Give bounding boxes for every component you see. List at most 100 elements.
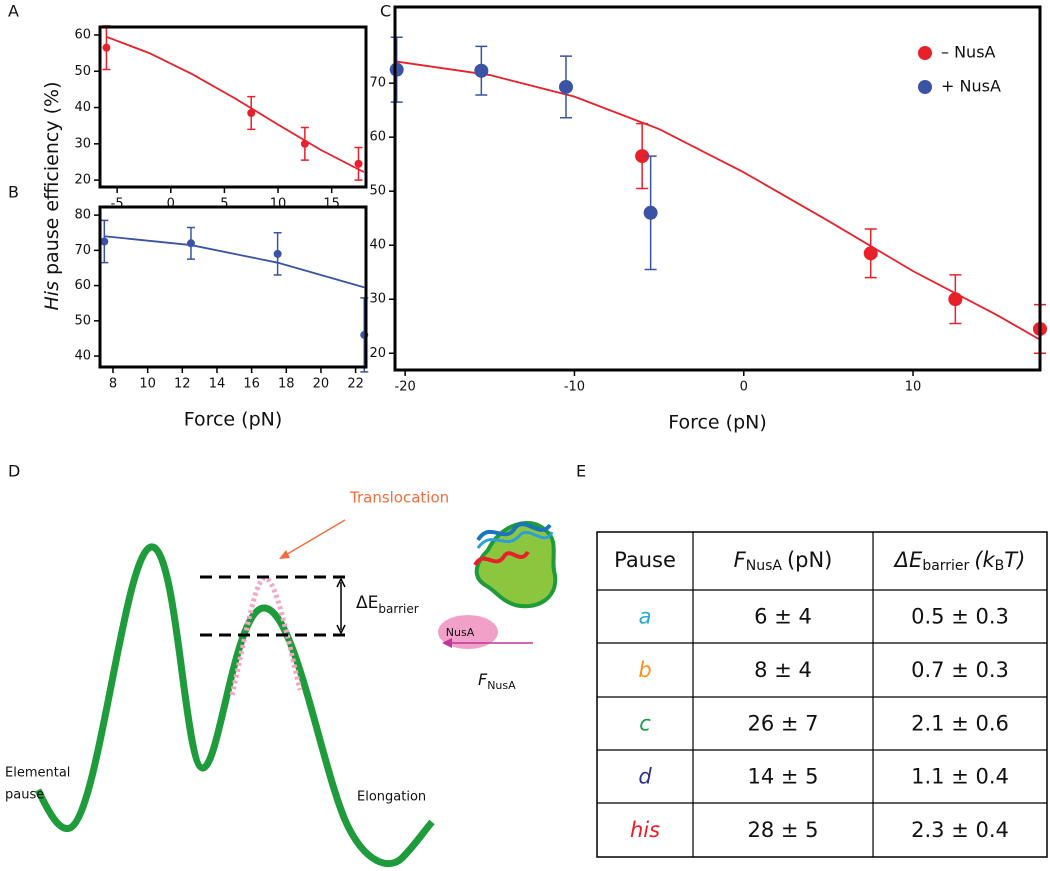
elemental-label: Elemental [5, 766, 70, 781]
data-point [948, 292, 963, 307]
polymerase [474, 520, 558, 609]
table-cell: 0.5 ± 0.3 [911, 605, 1009, 629]
force-sub: NusA [487, 679, 516, 692]
x-tick-label: 10 [270, 197, 287, 212]
pause-name: a [639, 605, 652, 629]
delta-e-sub: barrier [378, 602, 418, 616]
table-cell: 2.1 ± 0.6 [911, 712, 1009, 736]
translocation-arrow [283, 519, 346, 557]
y-tick-label: 20 [369, 346, 386, 361]
elemental-label: pause [5, 788, 44, 803]
y-tick-label: 30 [74, 136, 91, 151]
header-part: T) [1004, 548, 1025, 572]
header-part: ΔE [893, 548, 923, 572]
pause-name: c [639, 712, 651, 736]
y-tick-label: 80 [74, 208, 91, 223]
force-label: FNusA [478, 670, 516, 693]
header-cell: FNusA (pN) [734, 548, 833, 574]
dna-strand [476, 522, 552, 542]
x-tick-label: 10 [139, 377, 156, 392]
x-tick-label: 14 [209, 377, 226, 392]
translocation-label: Translocation [349, 489, 449, 507]
x-axis-label: Force (pN) [184, 409, 283, 431]
y-tick-label: 70 [74, 243, 91, 258]
data-point [863, 246, 878, 261]
x-tick-label: 20 [313, 377, 330, 392]
x-axis-label: Force (pN) [668, 412, 767, 434]
pause-name: b [638, 658, 651, 682]
header-part: NusA [746, 558, 783, 574]
data-point [558, 79, 573, 94]
header-part: barrier [922, 558, 969, 574]
y-tick-label: 60 [74, 278, 91, 293]
data-point [273, 249, 282, 258]
table-cell: 26 ± 7 [747, 712, 818, 736]
panel-label: B [8, 183, 19, 202]
panel-label: E [576, 462, 586, 481]
data-point [100, 237, 109, 246]
table-cell: 1.1 ± 0.4 [911, 765, 1009, 789]
x-tick-label: 18 [278, 377, 295, 392]
data-point [300, 139, 309, 148]
plot-frame [98, 25, 368, 189]
header-cell: Pause [614, 548, 676, 572]
y-tick-label: 30 [369, 292, 386, 307]
table-cell: 14 ± 5 [747, 765, 818, 789]
data-point [354, 159, 363, 168]
table-border [596, 531, 1048, 858]
legend-label: – NusA [941, 43, 996, 62]
y-label-text: pause efficiency (%) [41, 82, 63, 276]
x-tick-label: -20 [395, 380, 416, 395]
arrow-head [336, 577, 346, 635]
x-tick-label: 5 [220, 197, 228, 212]
table-cell: 8 ± 4 [754, 658, 812, 682]
panel-label: C [380, 2, 391, 21]
energy-diagram: ΔEbarrier Translocation NusA FNusA Eleme… [5, 489, 558, 868]
fit-line [104, 235, 365, 289]
rna-strand [473, 550, 530, 567]
header-part: B [995, 558, 1005, 574]
arrow-head [442, 638, 452, 648]
y-tick-label: 50 [74, 313, 91, 328]
y-tick-label: 50 [369, 184, 386, 199]
legend-marker [918, 80, 932, 94]
x-tick-label: -10 [564, 380, 585, 395]
table-cell: 28 ± 5 [747, 818, 818, 842]
data-point [474, 63, 489, 78]
delta-e-main: ΔE [356, 593, 378, 613]
x-tick-label: 15 [323, 197, 340, 212]
data-point [635, 149, 650, 164]
plot-frame [393, 5, 1042, 372]
data-point [186, 239, 195, 248]
data-point [102, 43, 111, 52]
fit-line [396, 60, 1041, 341]
header-part: F [734, 548, 747, 572]
energy-curve [34, 543, 435, 868]
y-tick-label: 70 [369, 76, 386, 91]
y-axis-label: His pause efficiency (%) [41, 82, 63, 311]
x-tick-label: 22 [347, 377, 364, 392]
arrow-head [279, 550, 290, 559]
table: Pause FNusA (pN) ΔEbarrier (kBT) a 6 ± 4 0.5… [596, 531, 1048, 858]
table-cell: 0.7 ± 0.3 [911, 658, 1009, 682]
y-tick-label: 40 [369, 238, 386, 253]
data-point [389, 62, 404, 77]
x-tick-label: -5 [111, 197, 124, 212]
y-tick-label: 60 [74, 27, 91, 42]
table-cell: 6 ± 4 [754, 605, 812, 629]
dna-strand [476, 531, 554, 549]
y-tick-label: 40 [74, 100, 91, 115]
table-cell: 2.3 ± 0.4 [911, 818, 1009, 842]
legend-marker [918, 46, 932, 60]
y-tick-label: 50 [74, 64, 91, 79]
data-point [247, 108, 256, 117]
force-main: F [478, 670, 488, 689]
header-part: (pN) [787, 548, 832, 572]
fit-line [106, 35, 365, 173]
y-tick-label: 60 [369, 130, 386, 145]
panel-label: A [8, 2, 19, 21]
elongation-label: Elongation [357, 790, 426, 805]
x-tick-label: 0 [167, 197, 175, 212]
nusa-label: NusA [446, 626, 475, 639]
